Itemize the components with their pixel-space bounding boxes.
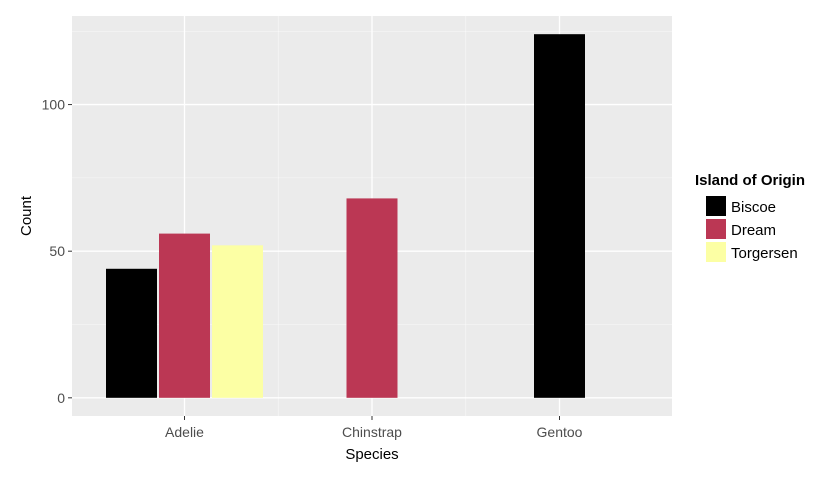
y-axis-title: Count (18, 195, 35, 236)
bars (106, 34, 585, 398)
legend-item-label: Dream (731, 222, 776, 239)
x-axis-title: Species (345, 446, 398, 463)
y-tick-label: 50 (49, 243, 65, 259)
y-axis: 0 50 100 (42, 97, 72, 406)
x-tick-label: Gentoo (537, 424, 583, 440)
y-tick-label: 0 (57, 390, 65, 406)
legend-key-swatch (706, 196, 726, 216)
legend-key-swatch (706, 219, 726, 239)
x-axis: Adelie Chinstrap Gentoo (165, 416, 583, 440)
bar-chinstrap-dream (346, 198, 398, 398)
bar-adelie-dream (159, 233, 210, 398)
y-tick-label: 100 (42, 97, 66, 113)
bar-adelie-torgersen (212, 245, 263, 398)
legend-item-label: Biscoe (731, 199, 776, 216)
legend: Island of Origin Biscoe Dream Torgersen (695, 172, 805, 262)
legend-item-biscoe: Biscoe (706, 196, 776, 216)
legend-item-label: Torgersen (731, 245, 798, 262)
bar-gentoo-biscoe (534, 34, 585, 398)
x-tick-label: Chinstrap (342, 424, 402, 440)
legend-key-swatch (706, 242, 726, 262)
legend-title: Island of Origin (695, 172, 805, 189)
legend-items: Biscoe Dream Torgersen (706, 196, 798, 262)
legend-item-torgersen: Torgersen (706, 242, 798, 262)
bar-adelie-biscoe (106, 268, 157, 398)
x-tick-label: Adelie (165, 424, 204, 440)
legend-item-dream: Dream (706, 219, 776, 239)
